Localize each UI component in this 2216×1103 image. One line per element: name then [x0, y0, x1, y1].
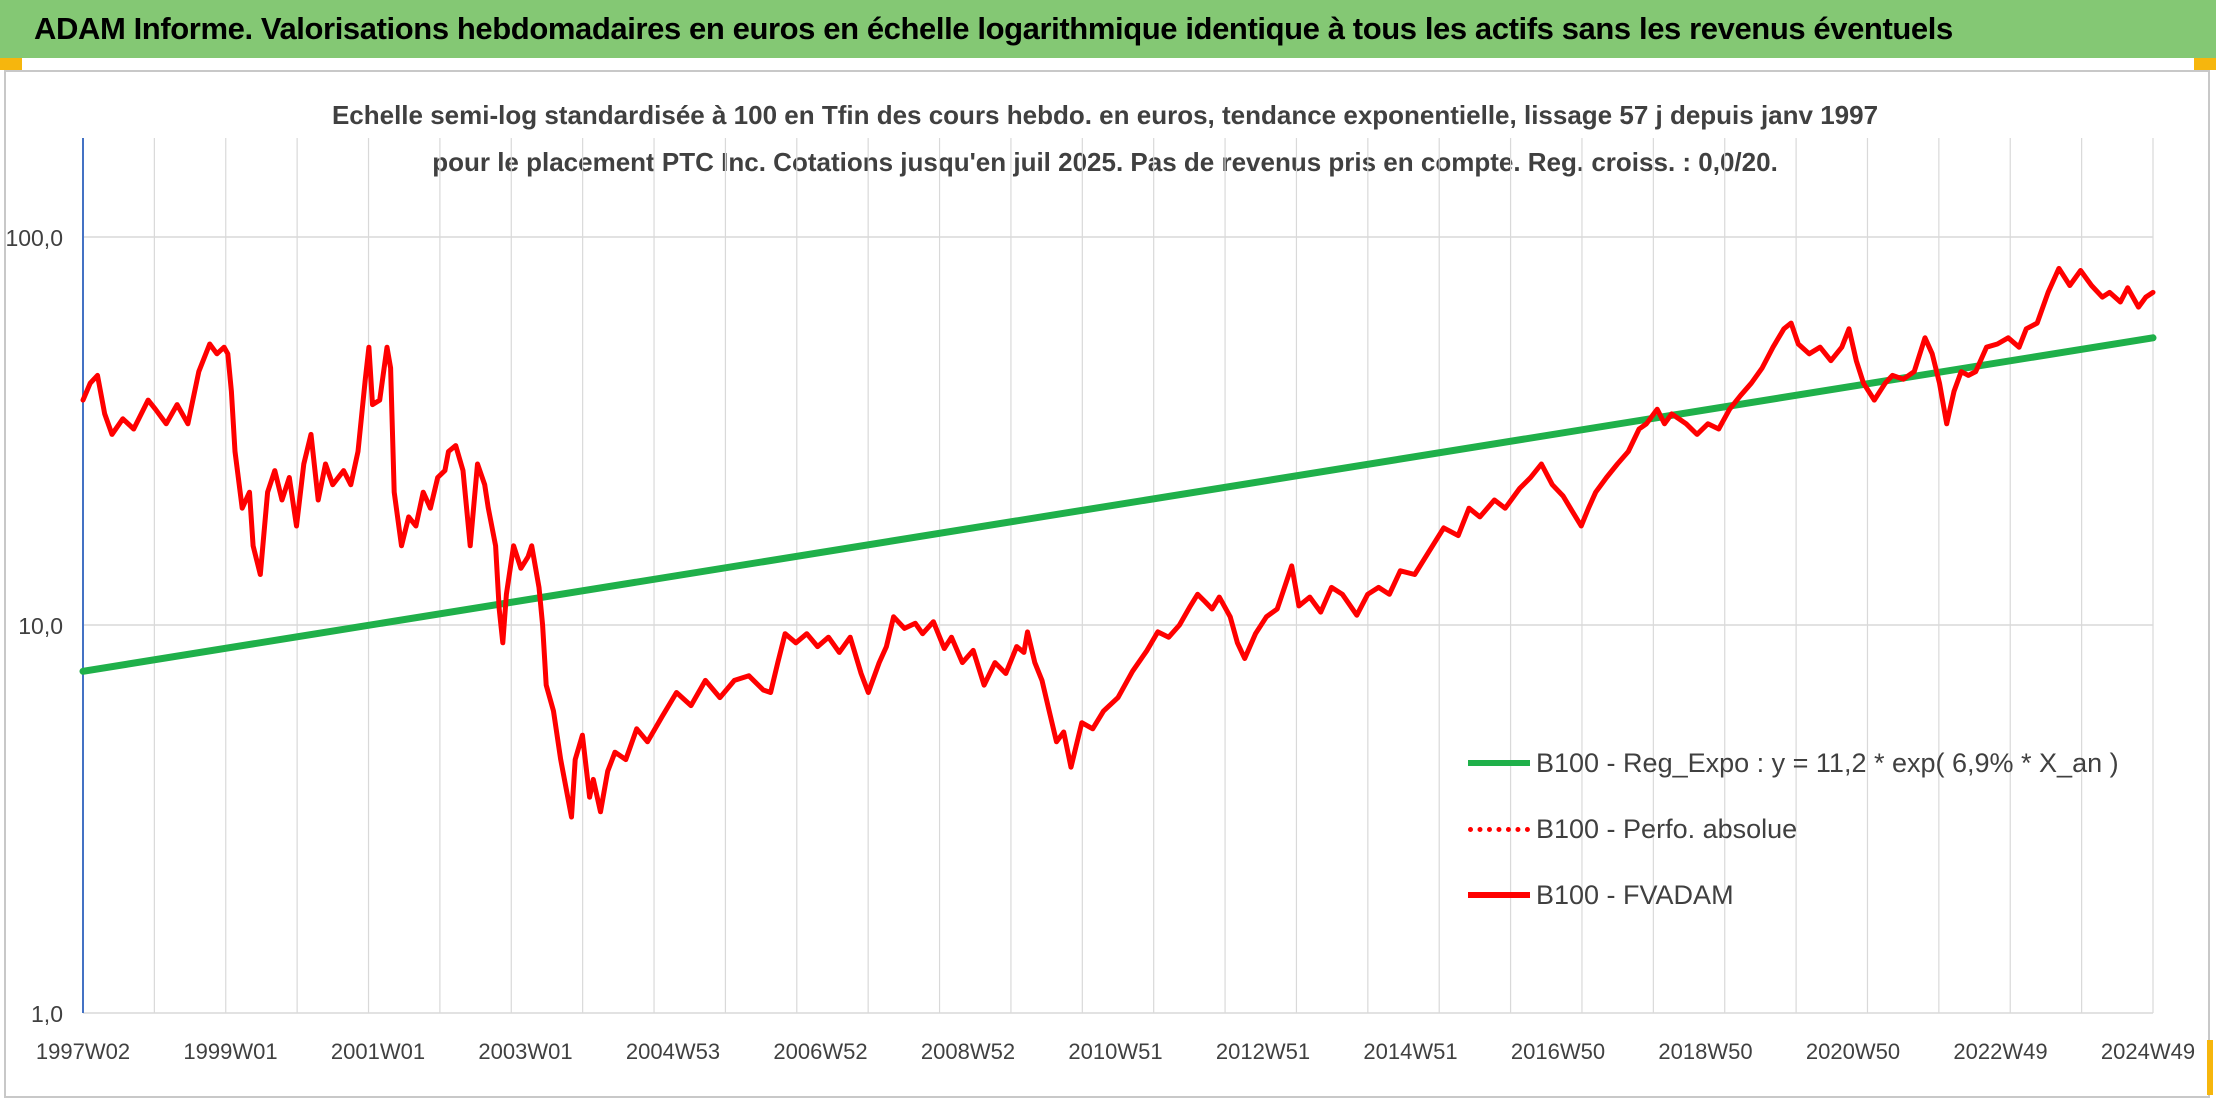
- y-tick-label: 10,0: [18, 613, 63, 639]
- x-tick-label: 2012W51: [1216, 1039, 1310, 1064]
- x-tick-label: 2006W52: [773, 1039, 867, 1064]
- legend-swatch-regression: [1468, 760, 1530, 766]
- axis-layer: 1,0 10,0 100,0 1997W02 1999W01 2001W01 2003W01…: [5, 138, 2195, 1064]
- x-tick-label: 2020W50: [1806, 1039, 1900, 1064]
- legend-swatch-perfo: [1468, 826, 1530, 832]
- chart-frame: [4, 70, 2210, 1098]
- y-tick-label: 1,0: [31, 1001, 63, 1027]
- legend-label-perfo: B100 - Perfo. absolue: [1536, 813, 1798, 844]
- series-layer: [79, 265, 2157, 820]
- legend-item-fvadam: B100 - FVADAM: [1468, 862, 2158, 928]
- x-tick-label: 2004W53: [626, 1039, 720, 1064]
- y-tick-label: 100,0: [5, 225, 63, 251]
- regression-line: [79, 334, 2157, 675]
- corner-accent-left: [0, 58, 22, 70]
- report-banner: ADAM Informe. Valorisations hebdomadaire…: [0, 0, 2216, 58]
- x-tick-label: 2010W51: [1068, 1039, 1162, 1064]
- chart-title: Echelle semi-log standardisée à 100 en T…: [331, 100, 1879, 177]
- legend-label-regression: B100 - Reg_Expo : y = 11,2 * exp( 6,9% *…: [1536, 747, 2119, 778]
- x-tick-label: 2016W50: [1511, 1039, 1605, 1064]
- x-tick-label: 1997W02: [36, 1039, 130, 1064]
- legend-item-perfo: B100 - Perfo. absolue: [1468, 796, 2158, 862]
- fvadam-line: [80, 265, 2156, 820]
- x-tick-label: 2001W01: [331, 1039, 425, 1064]
- x-tick-label: 2022W49: [1953, 1039, 2047, 1064]
- legend: B100 - Reg_Expo : y = 11,2 * exp( 6,9% *…: [1468, 730, 2158, 928]
- x-tick-label: 2008W52: [921, 1039, 1015, 1064]
- corner-accent-right: [2194, 58, 2216, 70]
- report-title: ADAM Informe. Valorisations hebdomadaire…: [34, 11, 1953, 46]
- x-tick-label: 2024W49: [2101, 1039, 2195, 1064]
- x-tick-label: 1999W01: [183, 1039, 277, 1064]
- x-tick-label: 2014W51: [1363, 1039, 1457, 1064]
- x-tick-label: 2003W01: [478, 1039, 572, 1064]
- legend-label-fvadam: B100 - FVADAM: [1536, 879, 1734, 910]
- legend-item-regression: B100 - Reg_Expo : y = 11,2 * exp( 6,9% *…: [1468, 730, 2158, 796]
- x-tick-label: 2018W50: [1658, 1039, 1752, 1064]
- legend-swatch-fvadam: [1468, 892, 1530, 898]
- edge-accent: [2207, 1040, 2213, 1095]
